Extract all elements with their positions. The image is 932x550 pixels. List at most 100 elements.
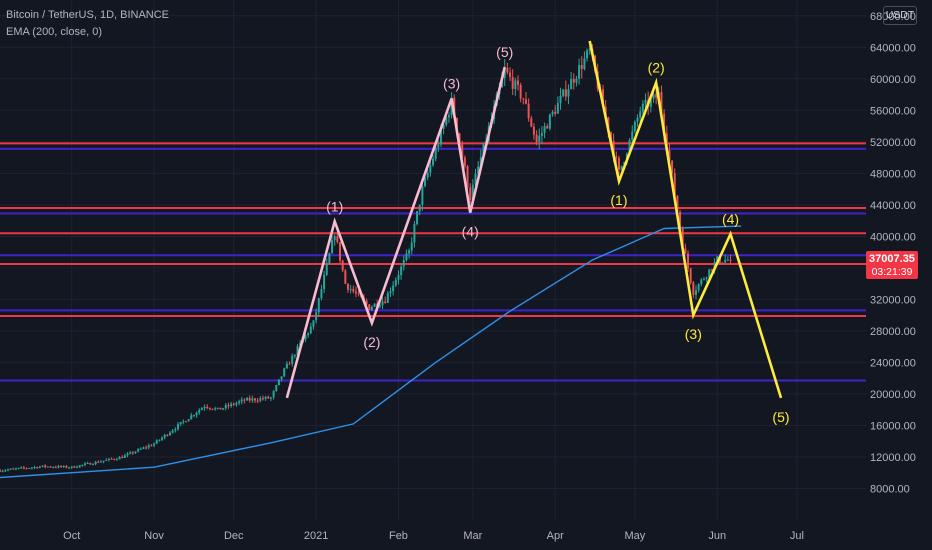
symbol-title[interactable]: Bitcoin / TetherUS, 1D, BINANCE [6,9,170,21]
candle[interactable] [546,123,549,129]
candle[interactable] [123,453,126,459]
candle[interactable] [145,445,148,450]
candle[interactable] [721,262,724,264]
candle[interactable] [97,460,100,463]
candle[interactable] [687,250,690,272]
candle[interactable] [62,465,65,469]
candle[interactable] [200,406,203,411]
candle[interactable] [126,452,129,458]
candle[interactable] [437,139,440,152]
candle[interactable] [328,252,331,264]
candle[interactable] [118,456,121,460]
candle[interactable] [540,126,543,144]
candle[interactable] [386,290,389,304]
candle[interactable] [57,464,60,469]
candle[interactable] [323,270,326,293]
candle[interactable] [532,123,535,140]
candle[interactable] [129,450,132,455]
candle[interactable] [203,404,206,411]
candle[interactable] [370,305,373,311]
candle[interactable] [357,289,360,297]
candle[interactable] [527,98,530,122]
candle[interactable] [60,465,63,469]
candle[interactable] [33,465,36,470]
candle[interactable] [230,401,233,408]
candle[interactable] [315,308,318,324]
candle[interactable] [235,401,238,407]
candle[interactable] [426,169,429,181]
candle[interactable] [187,418,190,422]
candle[interactable] [195,411,198,418]
candle[interactable] [285,361,288,369]
candle[interactable] [509,67,512,82]
candle[interactable] [254,397,257,403]
candle[interactable] [251,395,254,403]
candle[interactable] [169,430,172,436]
candle[interactable] [269,396,272,402]
candle[interactable] [259,396,262,403]
candle[interactable] [394,277,397,288]
candle[interactable] [697,283,700,293]
candle[interactable] [150,444,153,447]
ema-200-line[interactable] [0,225,742,479]
candle[interactable] [336,230,339,244]
candle[interactable] [620,165,623,171]
candle[interactable] [137,448,140,453]
candle[interactable] [41,465,44,468]
candle[interactable] [724,254,727,264]
candle[interactable] [373,303,376,308]
candle[interactable] [91,463,94,466]
candle[interactable] [432,154,434,167]
candle[interactable] [304,334,307,343]
candle[interactable] [461,140,464,159]
candle[interactable] [264,395,267,401]
candle[interactable] [68,466,71,469]
candle[interactable] [705,276,708,283]
candle[interactable] [559,87,562,110]
candle[interactable] [36,466,39,469]
candle[interactable] [206,404,209,410]
candle[interactable] [402,255,405,271]
candle[interactable] [12,467,15,470]
candle[interactable] [115,457,118,461]
candle[interactable] [280,376,283,382]
candle[interactable] [554,105,557,117]
candle[interactable] [726,256,729,261]
candle[interactable] [153,442,156,448]
candle[interactable] [535,130,538,146]
candle[interactable] [575,75,578,87]
candle[interactable] [243,398,246,404]
candle[interactable] [65,464,68,469]
candle[interactable] [514,77,517,96]
candle[interactable] [352,285,355,294]
candle[interactable] [107,458,110,462]
candle[interactable] [219,407,222,410]
candle[interactable] [583,51,586,71]
current-price-tag[interactable] [866,250,918,279]
candle[interactable] [325,258,328,276]
candle[interactable] [238,399,241,406]
candle[interactable] [421,181,424,211]
candle[interactable] [586,48,589,62]
candle[interactable] [689,267,692,285]
candle[interactable] [354,286,357,298]
candle[interactable] [572,73,575,90]
candle[interactable] [216,407,219,410]
candle[interactable] [184,420,187,423]
candle[interactable] [312,320,315,330]
candle[interactable] [320,284,323,301]
candle[interactable] [4,469,7,472]
candle[interactable] [309,322,312,335]
candle[interactable] [469,183,472,204]
candle[interactable] [729,254,732,264]
candle[interactable] [506,62,509,75]
candle[interactable] [580,56,583,79]
candle[interactable] [333,234,336,246]
candle[interactable] [248,395,251,403]
candle[interactable] [227,402,230,409]
candle[interactable] [466,164,469,191]
candle[interactable] [397,270,400,285]
candle[interactable] [89,462,92,465]
candle[interactable] [246,396,249,401]
